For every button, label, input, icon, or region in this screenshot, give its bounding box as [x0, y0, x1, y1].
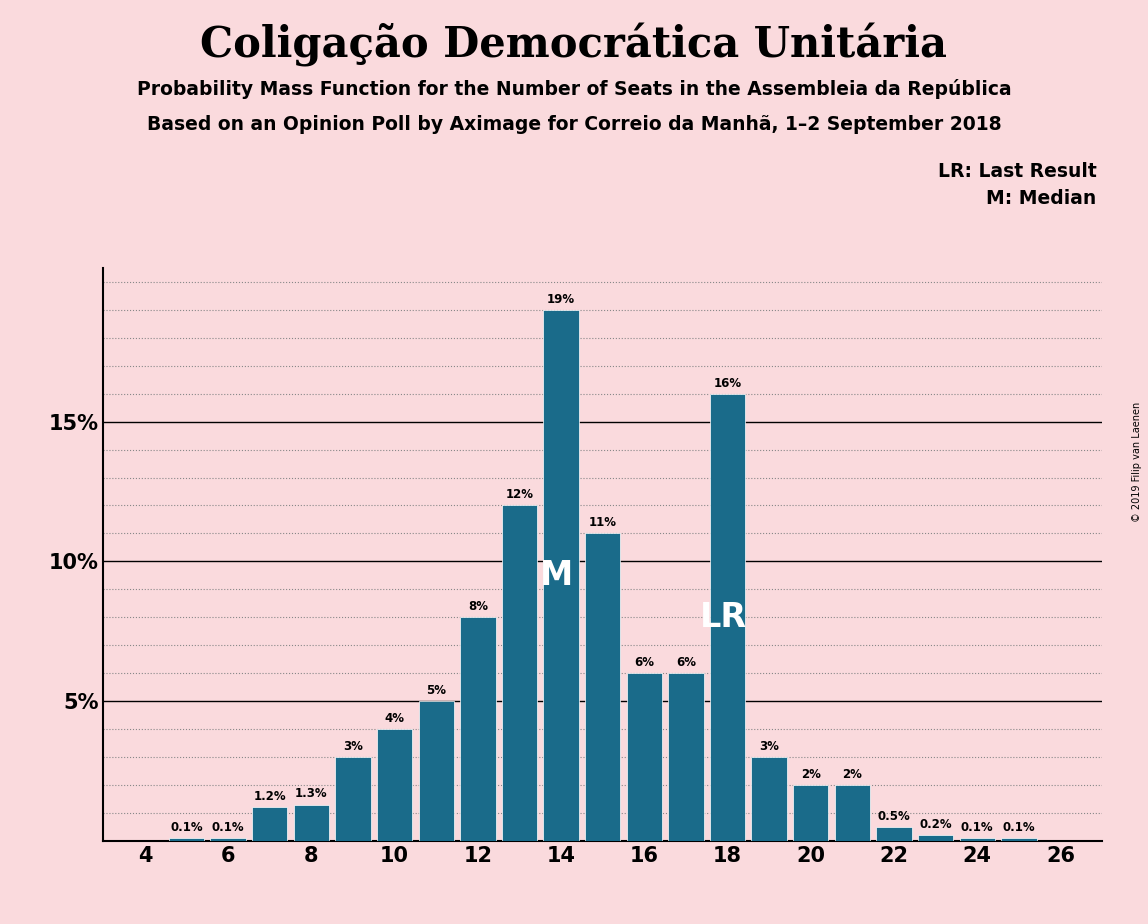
Text: 6%: 6%: [676, 656, 696, 669]
Text: 5%: 5%: [426, 684, 447, 697]
Text: LR: LR: [700, 601, 747, 634]
Text: 19%: 19%: [548, 293, 575, 306]
Text: Probability Mass Function for the Number of Seats in the Assembleia da República: Probability Mass Function for the Number…: [137, 79, 1011, 99]
Bar: [668, 674, 704, 841]
Bar: [335, 757, 371, 841]
Text: 0.1%: 0.1%: [1002, 821, 1035, 833]
Text: 11%: 11%: [589, 517, 616, 529]
Text: LR: Last Result: LR: Last Result: [938, 162, 1096, 181]
Bar: [253, 808, 287, 841]
Text: 2%: 2%: [801, 768, 821, 781]
Bar: [752, 757, 786, 841]
Bar: [918, 835, 953, 841]
Bar: [543, 310, 579, 841]
Text: Coligação Democrática Unitária: Coligação Democrática Unitária: [201, 23, 947, 67]
Bar: [419, 701, 453, 841]
Bar: [210, 838, 246, 841]
Text: 6%: 6%: [635, 656, 654, 669]
Bar: [502, 505, 537, 841]
Bar: [377, 729, 412, 841]
Bar: [294, 805, 329, 841]
Text: 0.1%: 0.1%: [212, 821, 245, 833]
Text: Based on an Opinion Poll by Aximage for Correio da Manhã, 1–2 September 2018: Based on an Opinion Poll by Aximage for …: [147, 116, 1001, 135]
Bar: [627, 674, 662, 841]
Text: 0.2%: 0.2%: [920, 818, 952, 831]
Text: 2%: 2%: [843, 768, 862, 781]
Bar: [169, 838, 204, 841]
Text: 0.1%: 0.1%: [170, 821, 203, 833]
Bar: [876, 827, 912, 841]
Bar: [1001, 838, 1037, 841]
Text: 0.1%: 0.1%: [961, 821, 993, 833]
Text: 16%: 16%: [714, 376, 742, 390]
Text: M: Median: M: Median: [986, 189, 1096, 209]
Text: 8%: 8%: [468, 600, 488, 614]
Text: 3%: 3%: [343, 740, 363, 753]
Bar: [793, 785, 829, 841]
Text: M: M: [541, 559, 574, 592]
Text: 3%: 3%: [759, 740, 779, 753]
Text: 12%: 12%: [505, 488, 534, 502]
Text: © 2019 Filip van Laenen: © 2019 Filip van Laenen: [1132, 402, 1142, 522]
Text: 4%: 4%: [385, 711, 404, 724]
Text: 1.3%: 1.3%: [295, 787, 327, 800]
Bar: [585, 533, 620, 841]
Bar: [460, 617, 496, 841]
Bar: [960, 838, 995, 841]
Bar: [709, 394, 745, 841]
Text: 1.2%: 1.2%: [254, 790, 286, 803]
Text: 0.5%: 0.5%: [877, 809, 910, 822]
Bar: [835, 785, 870, 841]
